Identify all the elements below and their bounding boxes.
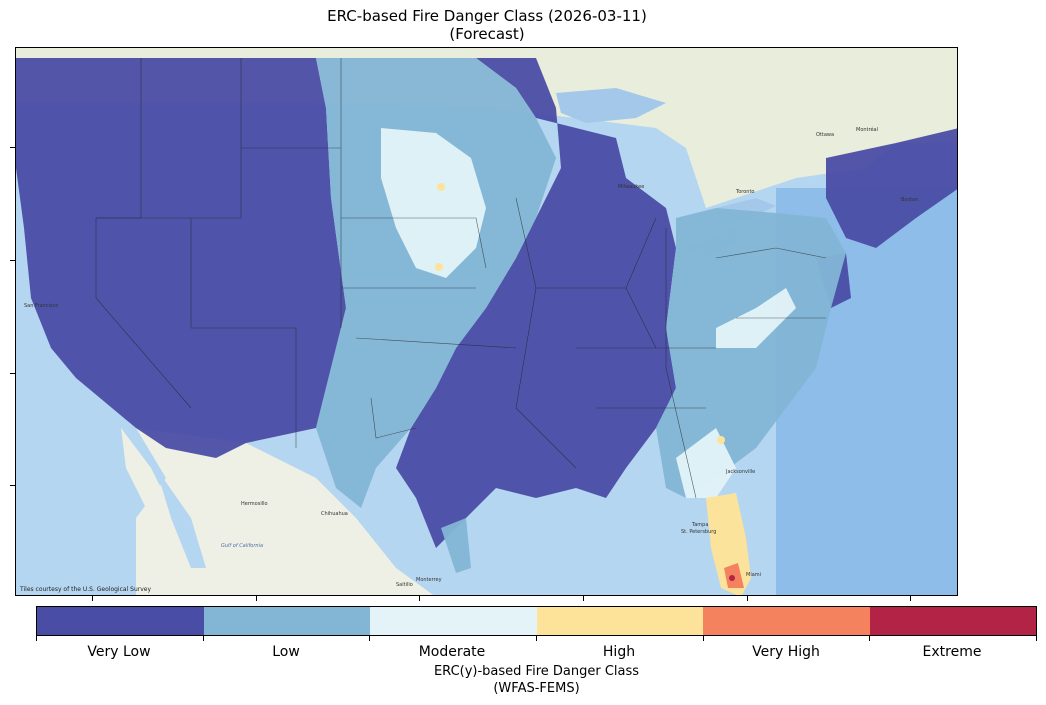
mexico-land	[136, 428, 434, 595]
y-axis-tick	[10, 373, 15, 374]
baja-california	[121, 428, 186, 568]
danger-very-low-northeast	[826, 128, 957, 248]
place-label-ottawa: Ottawa	[816, 132, 834, 138]
colorbar-label-high: High	[602, 644, 636, 660]
colorbar-tick	[1036, 636, 1037, 641]
danger-low-plains	[316, 58, 556, 508]
colorbar	[36, 606, 1037, 636]
colorbar-segment-moderate	[370, 607, 537, 635]
danger-extreme-spot	[729, 575, 735, 581]
colorbar-segment-low	[203, 607, 370, 635]
colorbar-label-very-low: Very Low	[87, 644, 151, 660]
place-label-monterrey: Monterrey	[416, 577, 442, 583]
x-axis-tick	[92, 596, 93, 601]
colorbar-segment-very-high	[703, 607, 870, 635]
colorbar-title-line2: (WFAS-FEMS)	[493, 681, 580, 696]
colorbar-tick	[369, 636, 370, 641]
colorbar-tick	[703, 636, 704, 641]
colorbar-tick	[536, 636, 537, 641]
place-label-gulf-of-california: Gulf of California	[221, 543, 263, 549]
colorbar-label-very-high: Very High	[752, 644, 820, 660]
x-axis-tick	[910, 596, 911, 601]
colorbar-label-extreme: Extreme	[922, 644, 982, 660]
danger-high-spot	[437, 183, 445, 191]
map-canvas: Hermosillo Chihuahua Gulf of California …	[16, 48, 957, 595]
map-title-line2: (Forecast)	[449, 25, 525, 43]
colorbar-label-low: Low	[272, 644, 300, 660]
y-axis-tick	[10, 485, 15, 486]
fire-danger-map[interactable]: Hermosillo Chihuahua Gulf of California …	[15, 47, 958, 596]
colorbar-segment-high	[536, 607, 703, 635]
danger-very-high-florida	[724, 563, 744, 588]
place-label-milwaukee: Milwaukee	[618, 184, 644, 190]
place-label-montreal: Montréal	[856, 126, 878, 133]
gulf-of-california	[156, 468, 206, 568]
danger-low-texas-coast	[441, 518, 471, 573]
x-axis-tick	[583, 596, 584, 601]
x-axis-tick	[747, 596, 748, 601]
colorbar-title-line1: ERC(y)-based Fire Danger Class	[433, 664, 640, 679]
place-label-chihuahua: Chihuahua	[321, 511, 348, 517]
place-label-jacksonville: Jacksonville	[725, 469, 755, 475]
place-label-hermosillo: Hermosillo	[241, 501, 268, 507]
danger-high-florida	[706, 493, 751, 595]
place-label-miami: Miami	[746, 572, 761, 578]
place-label-saltillo: Saltillo	[396, 582, 413, 588]
map-title-line1: ERC-based Fire Danger Class (2026-03-11)	[327, 7, 647, 25]
place-label-tampa: Tampa	[691, 522, 708, 528]
y-axis-tick	[10, 260, 15, 261]
x-axis-tick	[419, 596, 420, 601]
y-axis-tick	[10, 147, 15, 148]
colorbar-tick	[203, 636, 204, 641]
danger-moderate-nebraska	[381, 128, 486, 278]
state-borders	[95, 58, 827, 499]
danger-low-east	[656, 208, 846, 498]
colorbar-segment-very-low	[37, 607, 204, 635]
colorbar-segment-extreme	[869, 607, 1036, 635]
danger-high-spot	[435, 263, 443, 271]
colorbar-label-moderate: Moderate	[418, 644, 486, 660]
place-label-st-petersburg: St. Petersburg	[681, 529, 716, 535]
lake-superior	[556, 88, 666, 123]
x-axis-tick	[256, 596, 257, 601]
place-label-boston: Boston	[901, 197, 918, 203]
danger-very-low-west	[16, 58, 346, 458]
place-label-san-francisco: San Francisco	[24, 303, 58, 309]
map-credit: Tiles courtesy of the U.S. Geological Su…	[20, 586, 152, 593]
danger-very-low-central	[396, 58, 676, 548]
danger-high-spot	[717, 436, 725, 444]
colorbar-tick	[869, 636, 870, 641]
danger-moderate-georgia	[676, 428, 736, 498]
place-label-toronto: Toronto	[735, 189, 754, 195]
colorbar-tick	[36, 636, 37, 641]
